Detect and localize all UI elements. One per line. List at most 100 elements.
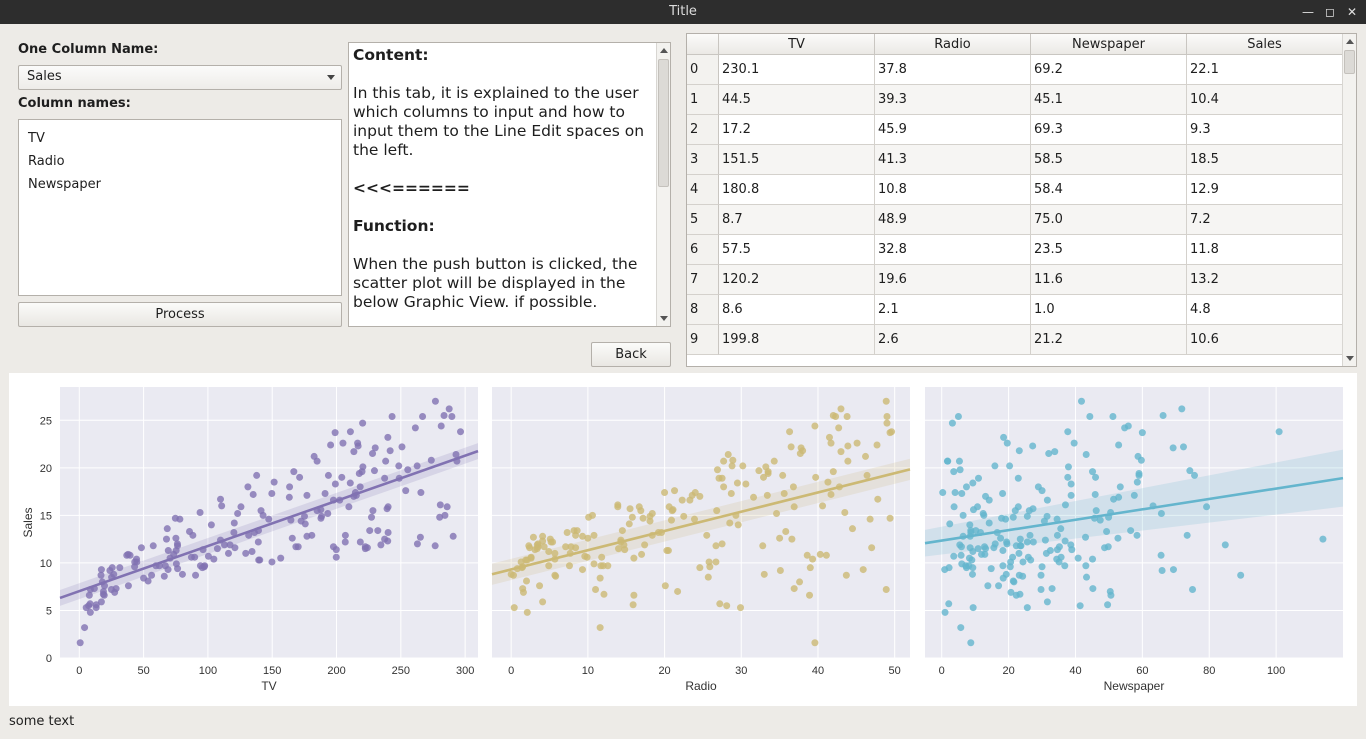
scrollbar-thumb[interactable] (1344, 50, 1355, 74)
row-header[interactable]: 9 (687, 325, 719, 355)
minimize-icon[interactable]: — (1302, 5, 1314, 19)
table-cell-tv[interactable]: 8.7 (719, 205, 875, 235)
table-cell-sales[interactable]: 11.8 (1187, 235, 1343, 265)
table-cell-tv[interactable]: 17.2 (719, 115, 875, 145)
data-point (436, 513, 444, 521)
x-tick-label: 0 (508, 665, 514, 677)
table-cell-radio[interactable]: 45.9 (875, 115, 1031, 145)
data-point (525, 542, 533, 550)
row-header[interactable]: 3 (687, 145, 719, 175)
table-cell-tv[interactable]: 57.5 (719, 235, 875, 265)
table-cell-newspaper[interactable]: 1.0 (1031, 295, 1187, 325)
table-cell-tv[interactable]: 180.8 (719, 175, 875, 205)
scroll-up-icon[interactable] (1346, 39, 1354, 44)
list-item-radio[interactable]: Radio (28, 154, 65, 169)
row-header[interactable]: 5 (687, 205, 719, 235)
table-cell-sales[interactable]: 22.1 (1187, 55, 1343, 85)
data-point (588, 511, 596, 519)
table-cell-tv[interactable]: 8.6 (719, 295, 875, 325)
row-header[interactable]: 2 (687, 115, 719, 145)
table-cell-sales[interactable]: 9.3 (1187, 115, 1343, 145)
table-cell-sales[interactable]: 12.9 (1187, 175, 1343, 205)
list-item-tv[interactable]: TV (28, 131, 45, 146)
table-cell-sales[interactable]: 10.6 (1187, 325, 1343, 355)
table-cell-tv[interactable]: 120.2 (719, 265, 875, 295)
data-point (1104, 601, 1112, 609)
table-scrollbar[interactable] (1342, 34, 1356, 366)
column-names-list[interactable]: TV Radio Newspaper (18, 119, 342, 296)
table-cell-sales[interactable]: 18.5 (1187, 145, 1343, 175)
data-point (1137, 456, 1145, 464)
row-header[interactable]: 4 (687, 175, 719, 205)
row-header[interactable]: 1 (687, 85, 719, 115)
data-point (809, 555, 817, 563)
table-cell-newspaper[interactable]: 58.4 (1031, 175, 1187, 205)
data-point (234, 509, 242, 517)
data-point (806, 564, 814, 572)
column-header-newspaper[interactable]: Newspaper (1031, 34, 1187, 55)
table-cell-radio[interactable]: 32.8 (875, 235, 1031, 265)
data-point (517, 558, 525, 566)
table-cell-radio[interactable]: 41.3 (875, 145, 1031, 175)
table-cell-newspaper[interactable]: 58.5 (1031, 145, 1187, 175)
table-cell-radio[interactable]: 19.6 (875, 265, 1031, 295)
table-cell-tv[interactable]: 230.1 (719, 55, 875, 85)
info-text-box[interactable]: Content: In this tab, it is explained to… (348, 42, 671, 327)
back-button[interactable]: Back (591, 342, 671, 367)
table-cell-radio[interactable]: 2.6 (875, 325, 1031, 355)
table-cell-sales[interactable]: 7.2 (1187, 205, 1343, 235)
maximize-icon[interactable]: ◻ (1325, 5, 1335, 19)
row-header[interactable]: 0 (687, 55, 719, 85)
column-header-tv[interactable]: TV (719, 34, 875, 55)
table-cell-sales[interactable]: 13.2 (1187, 265, 1343, 295)
data-point (1011, 507, 1019, 515)
table-cell-newspaper[interactable]: 21.2 (1031, 325, 1187, 355)
data-point (1023, 538, 1031, 546)
data-point (437, 422, 445, 430)
table-cell-radio[interactable]: 37.8 (875, 55, 1031, 85)
close-icon[interactable]: ✕ (1346, 5, 1358, 19)
scroll-down-icon[interactable] (1346, 356, 1354, 361)
data-table[interactable]: TV Radio Newspaper Sales 0 230.1 37.8 69.2 2… (686, 33, 1357, 367)
data-point (1114, 534, 1122, 542)
column-header-sales[interactable]: Sales (1187, 34, 1343, 55)
data-point (324, 509, 332, 517)
scrollbar-thumb[interactable] (658, 59, 669, 187)
table-cell-tv[interactable]: 199.8 (719, 325, 875, 355)
regression-line (924, 476, 1344, 545)
process-button[interactable]: Process (18, 302, 342, 327)
scroll-up-icon[interactable] (660, 48, 668, 53)
data-point (164, 566, 172, 574)
row-header[interactable]: 8 (687, 295, 719, 325)
table-cell-sales[interactable]: 4.8 (1187, 295, 1343, 325)
graphics-view[interactable]: 0 50 100 150 200 250 300 0 5 10 15 20 25 TV Sales 0 10 20… (9, 373, 1357, 706)
table-cell-radio[interactable]: 2.1 (875, 295, 1031, 325)
table-cell-radio[interactable]: 10.8 (875, 175, 1031, 205)
table-cell-radio[interactable]: 39.3 (875, 85, 1031, 115)
table-cell-newspaper[interactable]: 75.0 (1031, 205, 1187, 235)
table-cell-tv[interactable]: 44.5 (719, 85, 875, 115)
table-cell-newspaper[interactable]: 45.1 (1031, 85, 1187, 115)
data-point (1017, 542, 1025, 550)
data-point (1061, 562, 1069, 570)
table-cell-newspaper[interactable]: 23.5 (1031, 235, 1187, 265)
table-cell-tv[interactable]: 151.5 (719, 145, 875, 175)
window-title: Title (669, 4, 697, 19)
column-header-radio[interactable]: Radio (875, 34, 1031, 55)
info-scrollbar[interactable] (656, 43, 670, 326)
one-column-combobox[interactable]: Sales (18, 65, 342, 90)
table-cell-radio[interactable]: 48.9 (875, 205, 1031, 235)
row-header[interactable]: 7 (687, 265, 719, 295)
list-item-newspaper[interactable]: Newspaper (28, 177, 101, 192)
table-cell-newspaper[interactable]: 69.2 (1031, 55, 1187, 85)
scroll-down-icon[interactable] (660, 316, 668, 321)
data-point (1041, 536, 1049, 544)
table-cell-sales[interactable]: 10.4 (1187, 85, 1343, 115)
data-point (551, 549, 559, 557)
data-point (329, 543, 337, 551)
data-point (371, 444, 379, 452)
table-cell-newspaper[interactable]: 11.6 (1031, 265, 1187, 295)
row-header[interactable]: 6 (687, 235, 719, 265)
data-point (346, 479, 354, 487)
table-cell-newspaper[interactable]: 69.3 (1031, 115, 1187, 145)
